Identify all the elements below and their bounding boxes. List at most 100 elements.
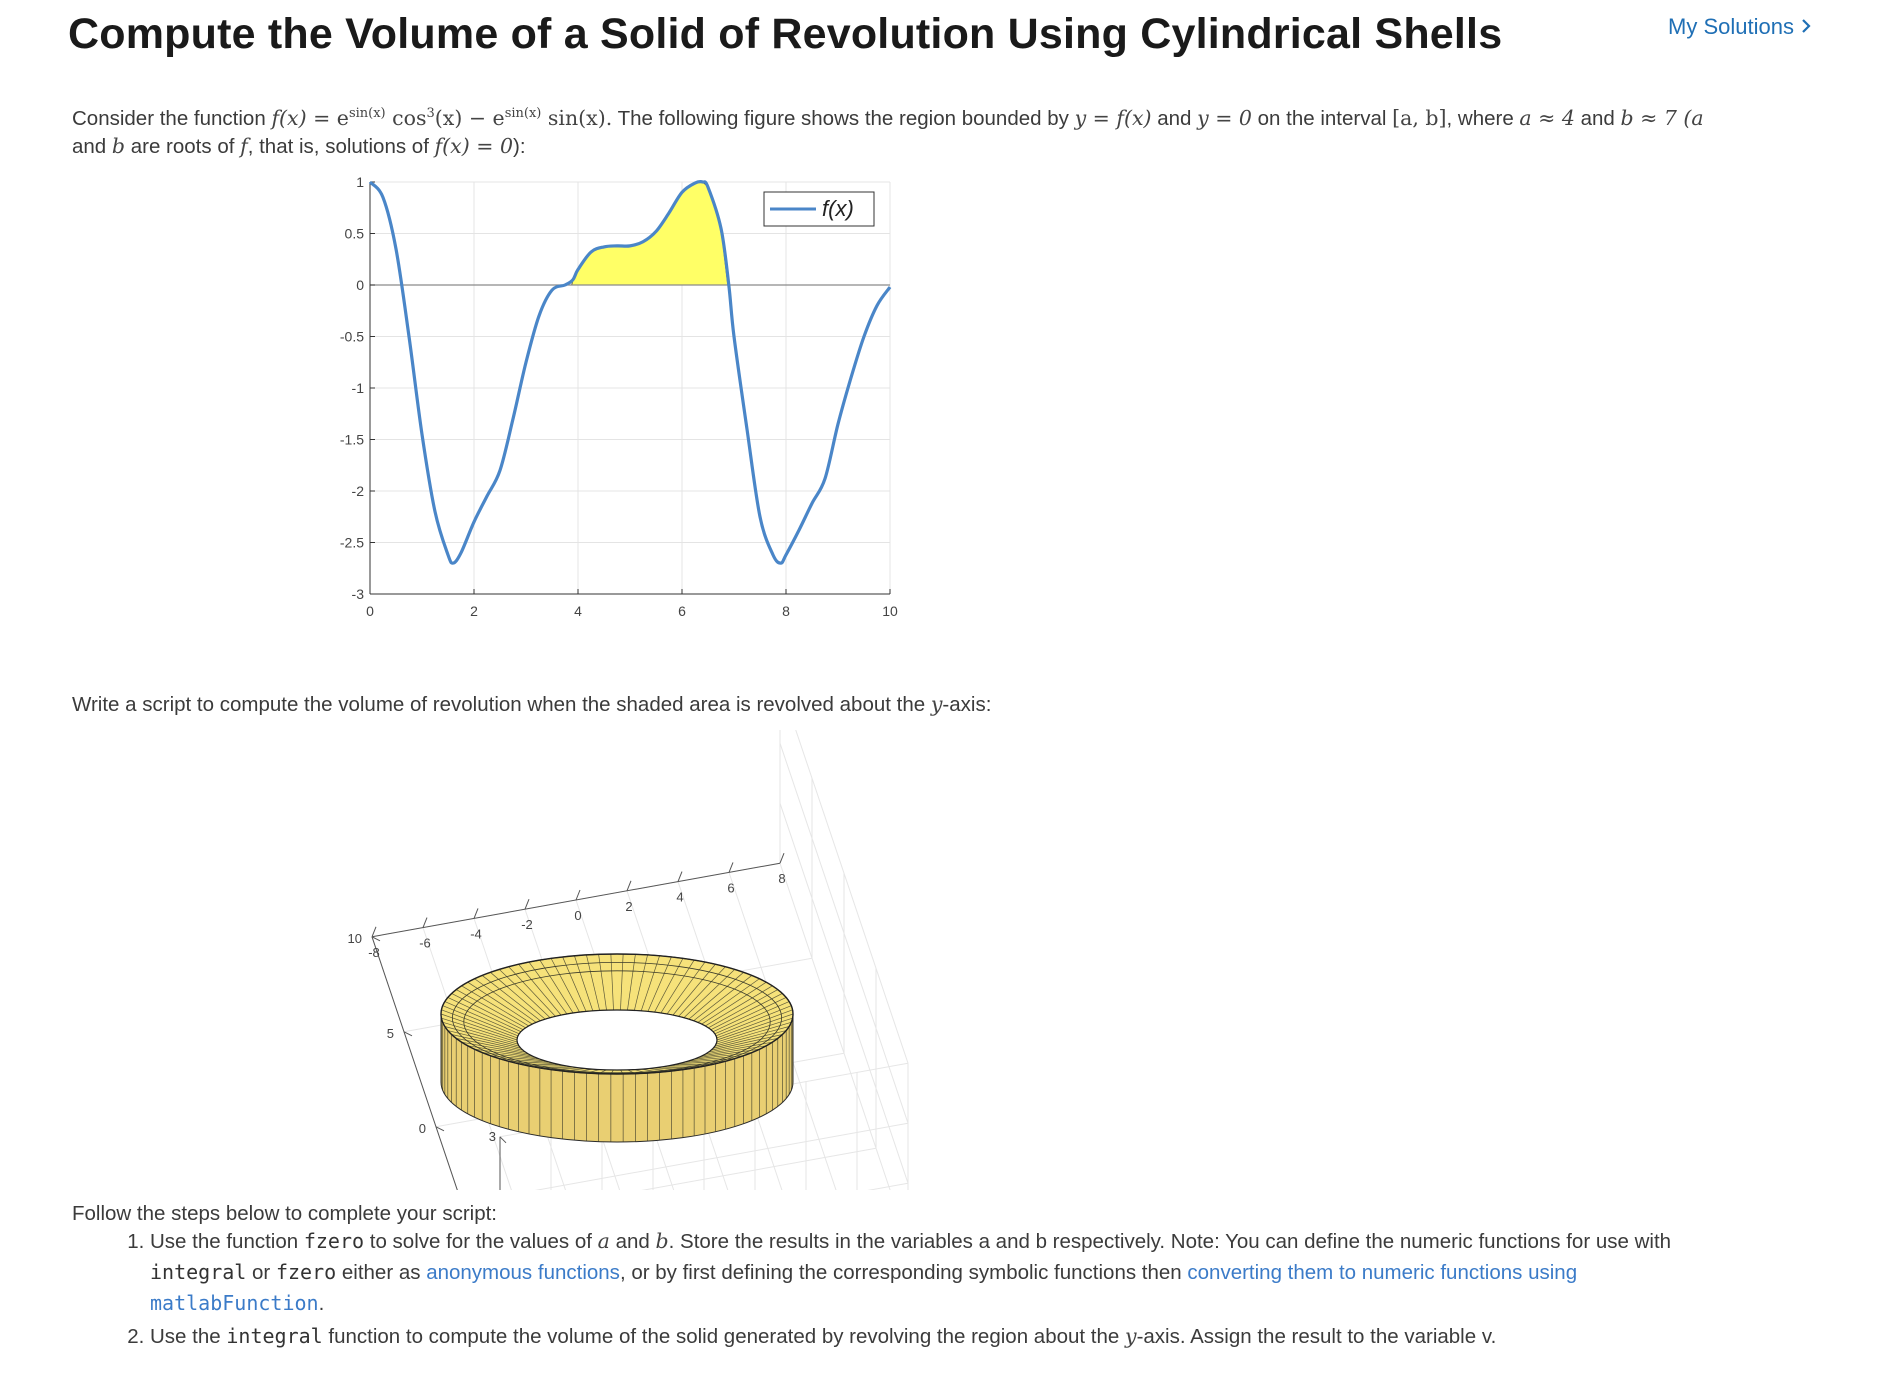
ring-mesh-line	[620, 954, 624, 1011]
ring-mesh-line	[442, 1005, 519, 1037]
ring-mesh-line	[550, 958, 580, 1013]
ring-mesh-line	[716, 1009, 793, 1039]
side-wall-gridline	[779, 803, 909, 1184]
y-tick-label: 0	[419, 1121, 426, 1136]
x-tick-label: -2	[521, 917, 533, 932]
y-tick-label: 5	[387, 1026, 394, 1041]
follow-steps-text: Follow the steps below to complete your …	[72, 1202, 497, 1225]
ring-mesh-line	[498, 969, 551, 1018]
intro-line-1: Consider the function f(x) = esin(x) cos…	[72, 105, 1704, 130]
ring-contour	[463, 970, 771, 1074]
ring-mesh-line	[666, 961, 706, 1015]
y-tick	[403, 1031, 413, 1037]
ring-mesh-line	[697, 978, 760, 1023]
y-tick-label: -3	[352, 586, 365, 602]
ring-mesh-line	[688, 972, 744, 1020]
x-tick	[575, 889, 581, 901]
convert-to-numeric-link[interactable]: converting them to numeric functions usi…	[1187, 1261, 1578, 1284]
ring-mesh-line	[562, 956, 587, 1012]
ring-mesh-line	[447, 997, 522, 1033]
legend-label: f(x)	[822, 196, 854, 221]
my-solutions-link[interactable]: My Solutions	[1668, 14, 1812, 40]
ring-mesh-line	[714, 1026, 790, 1047]
ring-mesh-line	[461, 985, 529, 1027]
y-tick-label: 0.5	[345, 226, 365, 242]
y-tick-label: 1	[356, 174, 364, 190]
matlabfunction-link[interactable]: matlabFunction	[150, 1291, 319, 1315]
x-tick-label: 6	[678, 603, 686, 619]
x-tick	[626, 880, 632, 891]
ring-mesh-line	[627, 954, 636, 1011]
ring-mesh-line	[647, 956, 672, 1012]
x-tick-label: 4	[574, 603, 582, 619]
page-title: Compute the Volume of a Solid of Revolut…	[68, 10, 1503, 58]
ring-mesh-line	[710, 1034, 783, 1051]
ring-mesh-line	[456, 1038, 526, 1053]
ring-inner-hole	[516, 1009, 718, 1071]
y-tick-label: -2.5	[340, 535, 364, 551]
ring-mesh-line	[678, 966, 726, 1017]
ring-mesh-line	[586, 954, 600, 1011]
ring-mesh-line	[715, 1022, 792, 1045]
y-tick-label: 10	[348, 931, 362, 946]
x-tick-label: -4	[470, 926, 482, 941]
ring-mesh-line	[683, 969, 736, 1018]
ring-mesh-line	[490, 972, 546, 1020]
z-tick	[499, 1136, 507, 1144]
x-tick-label: 0	[366, 603, 374, 619]
x-tick-label: 0	[574, 908, 581, 923]
ring-mesh-line	[474, 978, 537, 1023]
ring-mesh-line	[672, 964, 716, 1016]
step-2: Use the integral function to compute the…	[150, 1321, 1770, 1352]
ring-mesh-line	[447, 1030, 521, 1049]
y-tick-label: -0.5	[340, 329, 364, 345]
ring-mesh-line	[716, 1013, 794, 1041]
ring-mesh-line	[441, 1017, 518, 1043]
ring-mesh-line	[451, 993, 524, 1031]
ring-mesh-line	[693, 975, 753, 1021]
ring-mesh-line	[539, 959, 574, 1014]
x-tick-label: 8	[778, 871, 785, 886]
x-tick-label: -8	[368, 945, 380, 960]
ring-mesh-line	[716, 1017, 793, 1043]
z-tick-label: 2	[489, 1189, 496, 1190]
y-tick	[371, 936, 381, 942]
script-prompt: Write a script to compute the volume of …	[72, 692, 992, 716]
y-tick	[435, 1126, 445, 1132]
ring-mesh-line	[481, 975, 541, 1021]
x-tick	[779, 853, 785, 864]
ring-mesh-line	[461, 1041, 529, 1055]
ring-mesh-line	[528, 961, 568, 1015]
ring-mesh-line	[444, 1001, 520, 1035]
y-tick-label: -2	[352, 483, 365, 499]
x-tick-label: 2	[625, 899, 632, 914]
ring-mesh-line	[634, 954, 648, 1011]
x-tick-label: 4	[676, 890, 683, 905]
y-tick-label: 0	[356, 277, 364, 293]
x-tick	[422, 917, 428, 928]
ring-mesh-line	[574, 955, 594, 1012]
back-wall-gridline	[534, 1122, 909, 1190]
ring-mesh-line	[440, 1013, 518, 1041]
ring-mesh-line	[451, 1034, 524, 1051]
x-tick-label: -6	[419, 936, 431, 951]
ring-mesh-line	[715, 1005, 792, 1037]
ring-mesh-line	[705, 985, 773, 1027]
x-tick-label: 6	[727, 880, 734, 895]
x-tick-label: 8	[782, 603, 790, 619]
function-plot: 0 2 4 6 8 10 1 0.5 0 -0.5 -1 -1.5 -2 -2.5 -3 f(x)	[340, 174, 898, 619]
ring-mesh-line	[710, 993, 783, 1031]
anonymous-functions-link[interactable]: anonymous functions	[426, 1261, 620, 1284]
ring-mesh-line	[713, 1030, 787, 1049]
chevron-right-icon	[1800, 14, 1812, 40]
ring-mesh-line	[712, 997, 787, 1033]
ring-mesh-line	[518, 964, 562, 1016]
x-tick	[677, 871, 683, 882]
ring-surface	[440, 953, 794, 1143]
ring-mesh-line	[708, 989, 778, 1029]
x-tick-label: 10	[882, 603, 898, 619]
x-tick	[728, 862, 734, 873]
intro-line-2: and b are roots of f, that is, solutions…	[72, 134, 526, 158]
my-solutions-label: My Solutions	[1668, 14, 1794, 39]
ring-mesh-line	[610, 954, 614, 1011]
